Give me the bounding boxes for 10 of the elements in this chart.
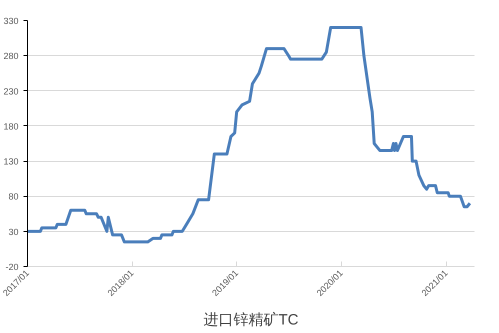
line-series: [28, 26, 472, 244]
text: 进口锌精矿TC: [204, 312, 299, 328]
y-tick-label: 330: [3, 16, 19, 26]
y-tick-label: 130: [3, 156, 19, 167]
y-tick-label: -20: [5, 262, 19, 272]
y-tick-label: 280: [3, 51, 19, 62]
y-tick-label: 80: [8, 192, 19, 202]
y-tick-label: 230: [3, 86, 19, 96]
y-tick-label: 30: [8, 226, 19, 237]
y-tick-label: 180: [3, 121, 19, 132]
